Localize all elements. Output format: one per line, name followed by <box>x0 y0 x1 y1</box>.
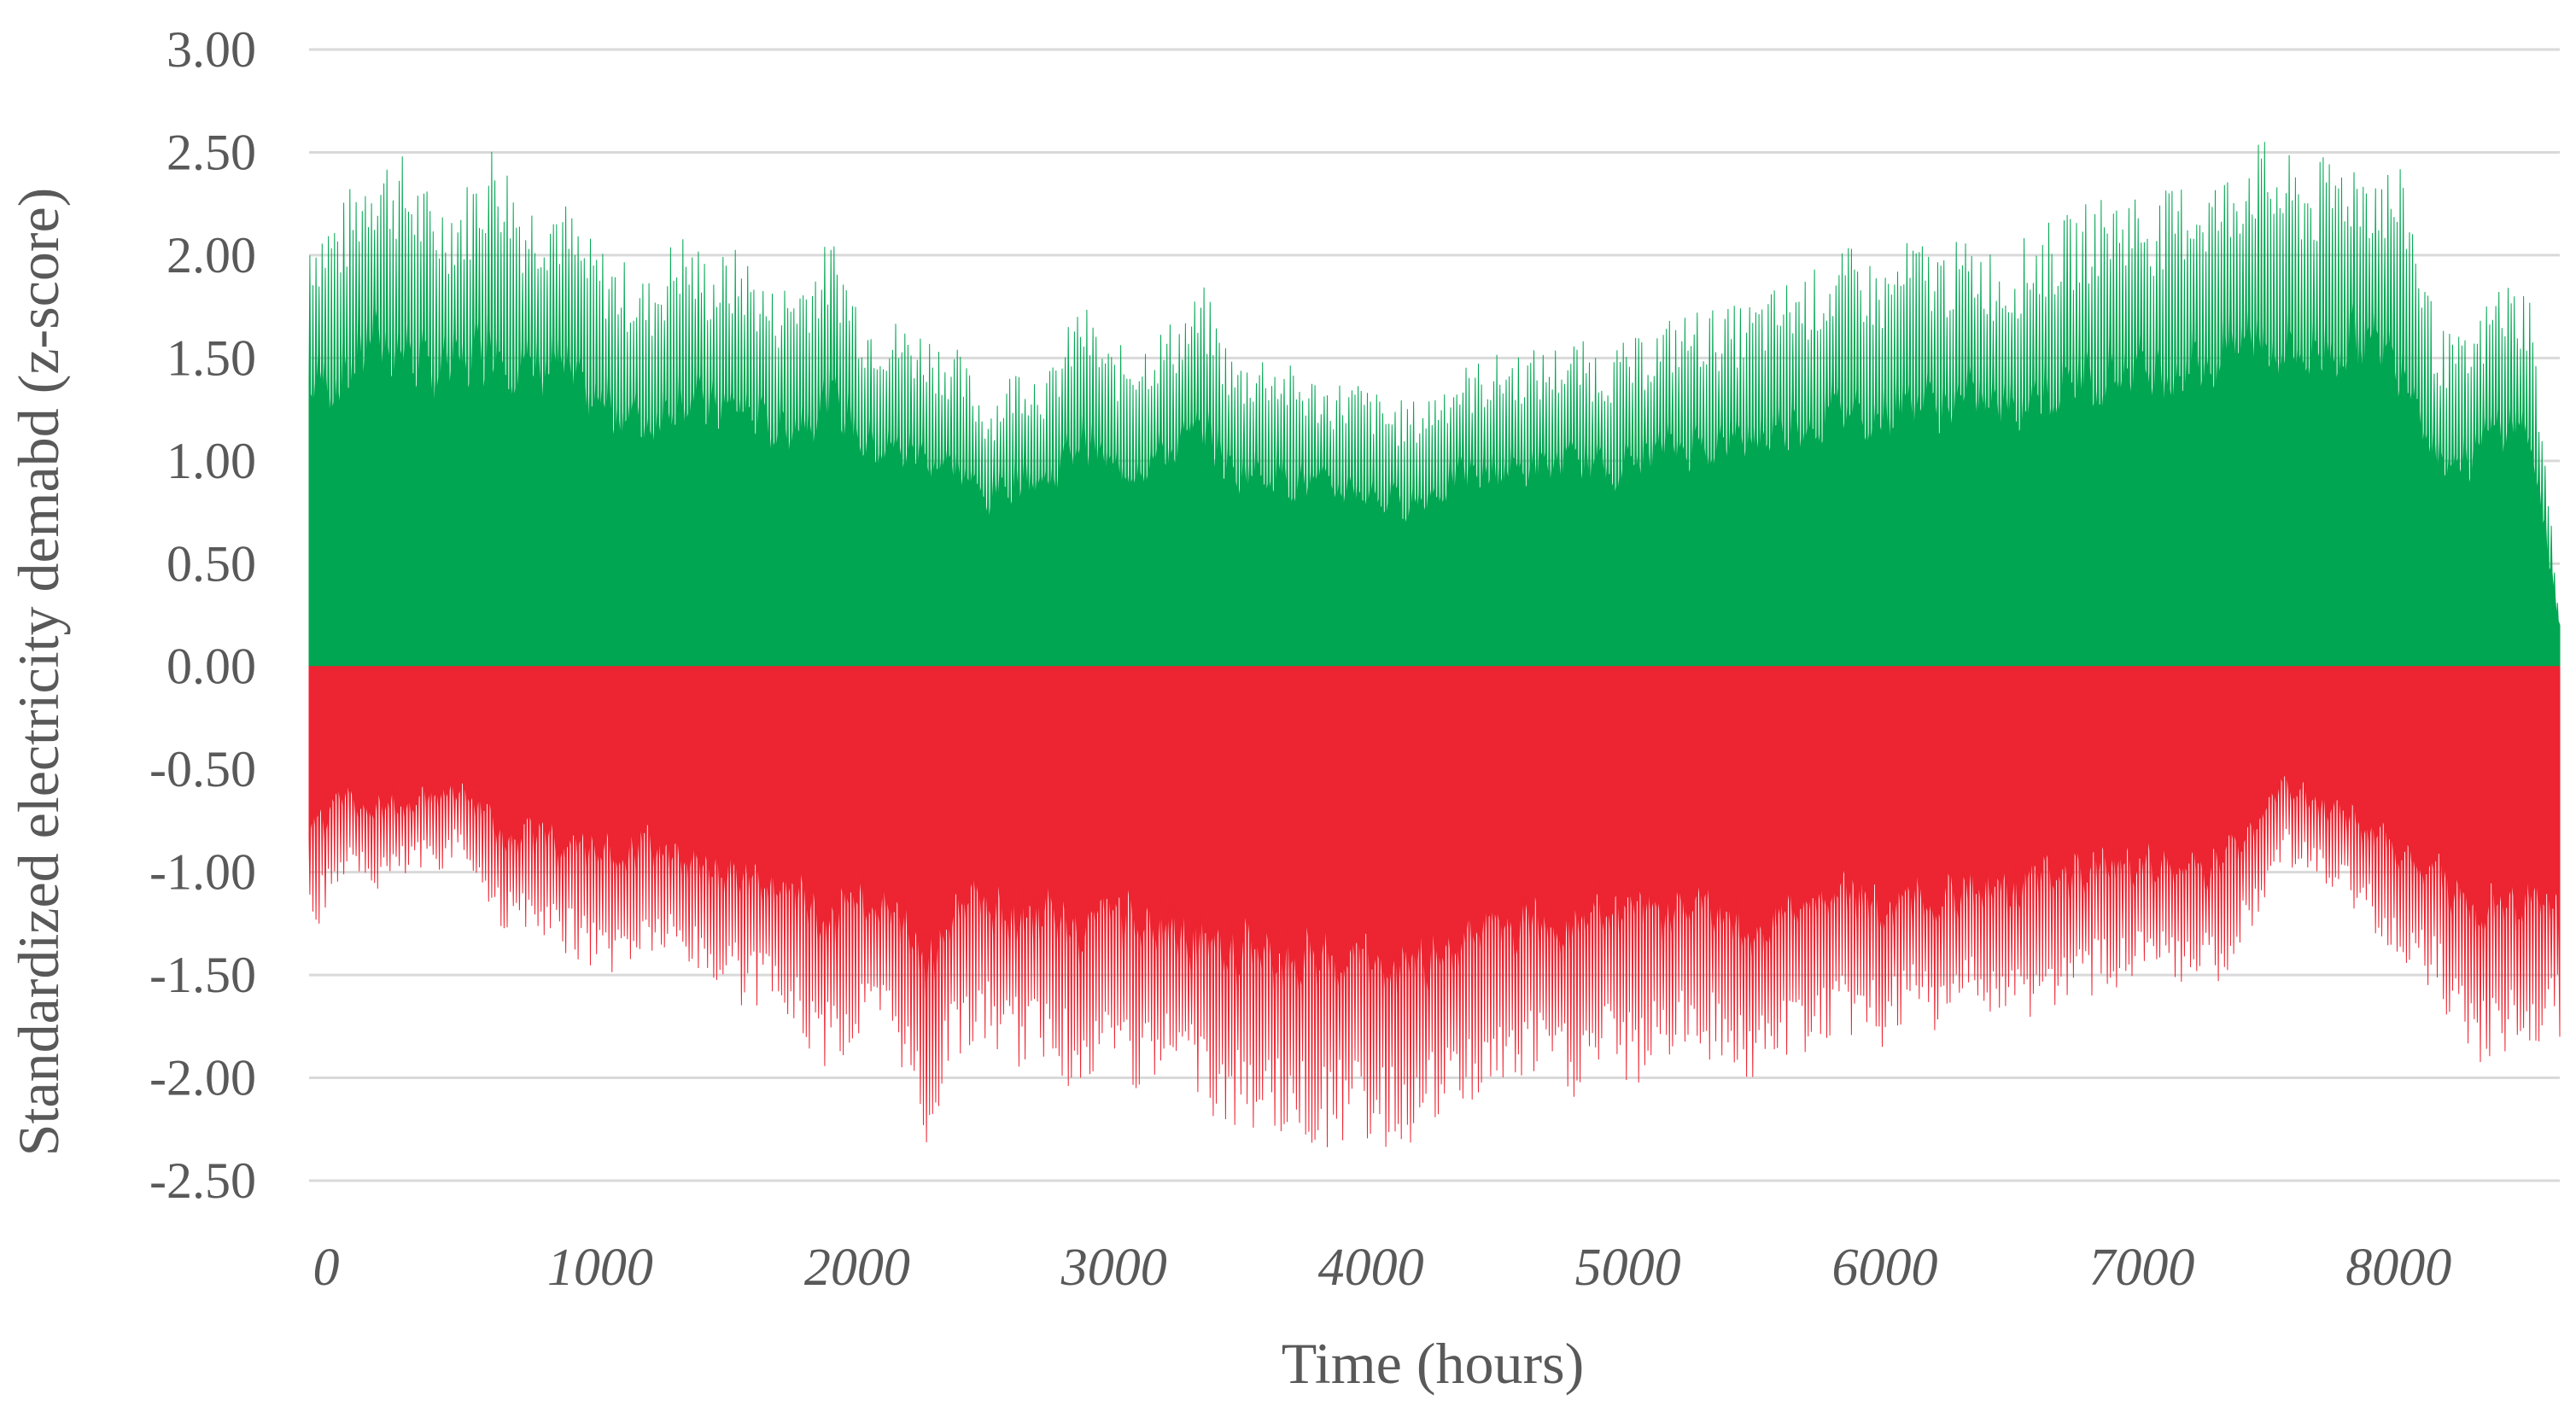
x-tick-label: 7000 <box>2088 1239 2194 1297</box>
y-tick-label: 2.50 <box>166 124 256 180</box>
y-tick-label: -2.50 <box>149 1152 256 1209</box>
x-tick-label: 6000 <box>1831 1239 1937 1297</box>
y-tick-label: 0.00 <box>166 639 256 695</box>
y-axis-title: Standardized electricity demabd (z-score… <box>6 188 71 1157</box>
series-negative-area <box>308 666 2561 1147</box>
y-tick-label: -2.00 <box>149 1050 256 1106</box>
y-tick-label: 2.00 <box>166 227 256 283</box>
x-tick-labels: 0 1000 2000 3000 4000 5000 6000 7000 8000 <box>313 1239 2452 1297</box>
y-tick-label: -0.50 <box>149 741 256 797</box>
x-tick-label: 1000 <box>547 1239 653 1297</box>
y-tick-label: 1.00 <box>166 433 256 489</box>
x-tick-label: 2000 <box>804 1239 910 1297</box>
x-tick-label: 0 <box>313 1239 340 1297</box>
y-tick-label: 1.50 <box>166 330 256 386</box>
y-tick-label: -1.00 <box>149 844 256 901</box>
x-axis-title: Time (hours) <box>1282 1331 1585 1396</box>
series-positive-area <box>308 142 2561 668</box>
y-tick-label: 3.00 <box>166 21 256 78</box>
y-tick-label: -1.50 <box>149 947 256 1003</box>
x-tick-label: 5000 <box>1575 1239 1681 1297</box>
y-tick-labels: 3.00 2.50 2.00 1.50 1.00 0.50 0.00 -0.50 -1.00 -1… <box>149 21 256 1209</box>
y-tick-label: 0.50 <box>166 535 256 592</box>
x-tick-label: 3000 <box>1060 1239 1167 1297</box>
x-tick-label: 4000 <box>1318 1239 1424 1297</box>
series-layer <box>308 142 2561 1147</box>
x-tick-label: 8000 <box>2345 1239 2451 1297</box>
